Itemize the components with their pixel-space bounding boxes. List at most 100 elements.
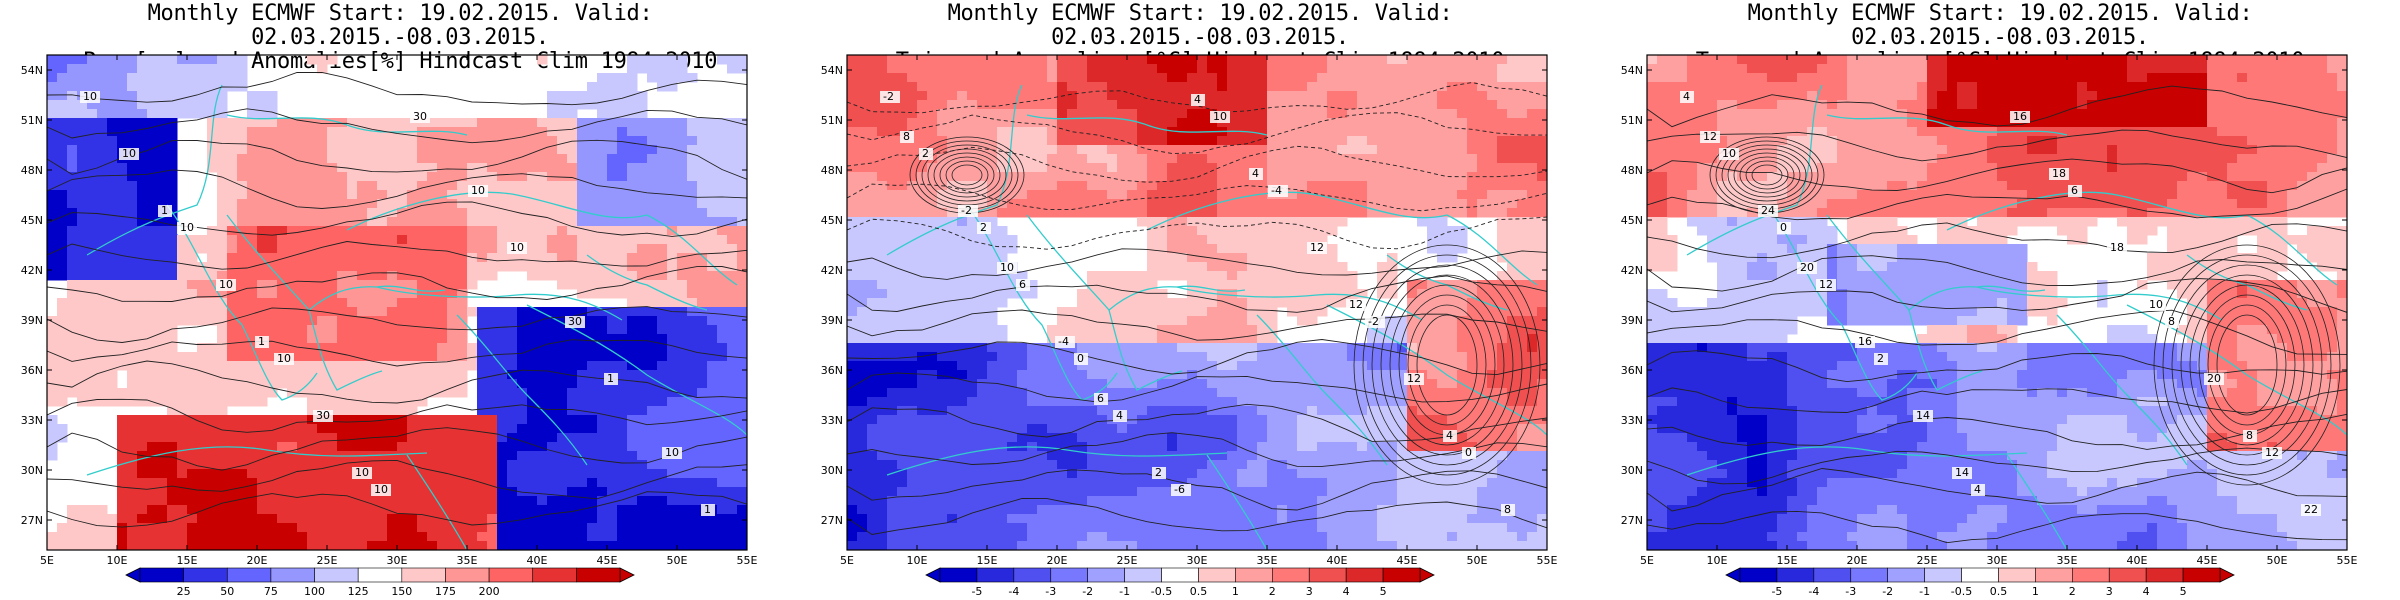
tmax-panel: Monthly ECMWF Start: 19.02.2015. Valid: …: [1600, 0, 2400, 600]
colorbar-label: 5: [1380, 585, 1387, 598]
lat-tick-label: 27N: [21, 514, 43, 527]
lon-tick-label: 45E: [2197, 554, 2218, 567]
colorbar-label: -5: [1771, 585, 1782, 598]
colorbar-label: -3: [1845, 585, 1856, 598]
lon-tick-label: 50E: [2267, 554, 2288, 567]
colorbar: 25 50 75 100 125 150 175 200: [125, 567, 635, 598]
colorbar-swatch: [1124, 567, 1162, 583]
contour-label: 12: [2265, 446, 2279, 459]
lon-tick-label: 30E: [1987, 554, 2008, 567]
lon-tick-label: 20E: [247, 554, 268, 567]
lon-tick-label: 15E: [977, 554, 998, 567]
lon-tick-label: 30E: [387, 554, 408, 567]
lon-tick-label: 35E: [457, 554, 478, 567]
tmin-map: -220-6-4-202641012128-2-4241248106454N51…: [821, 54, 1558, 598]
lat-tick-label: 30N: [821, 464, 843, 477]
contour-label: 1: [704, 503, 711, 516]
contour-label: 10: [1722, 147, 1736, 160]
lon-tick-label: 15E: [177, 554, 198, 567]
colorbar-swatch: [1198, 567, 1236, 583]
colorbar-label: 0.5: [1990, 585, 2008, 598]
contour-label: 10: [374, 483, 388, 496]
lon-tick-label: 20E: [1047, 554, 1068, 567]
contour-label: 20: [2207, 372, 2221, 385]
contour-label: 0: [1780, 221, 1787, 234]
lat-tick-label: 27N: [1621, 514, 1643, 527]
lon-tick-label: 40E: [2127, 554, 2148, 567]
lon-tick-label: 25E: [1117, 554, 1138, 567]
tmin-panel: Monthly ECMWF Start: 19.02.2015. Valid: …: [800, 0, 1600, 600]
colorbar-label: -0.5: [1951, 585, 1972, 598]
colorbar-swatch: [2145, 567, 2184, 583]
colorbar-label: -2: [1082, 585, 1093, 598]
colorbar-label: 3: [2106, 585, 2113, 598]
colorbar-swatch: [976, 567, 1015, 583]
lat-tick-label: 48N: [1621, 164, 1643, 177]
lon-tick-label: 15E: [1777, 554, 1798, 567]
colorbar: -5 -4 -3 -2 -1 -0.5 0.5 1 2 3 4 5: [1725, 567, 2235, 598]
lon-tick-label: 25E: [317, 554, 338, 567]
colorbar-swatch: [1850, 567, 1888, 583]
lon-tick-label: 35E: [1257, 554, 1278, 567]
contour-label: -2: [961, 204, 972, 217]
contour-label: 1: [161, 204, 168, 217]
contour-label: 6: [1019, 278, 1026, 291]
colorbar-label: 4: [1343, 585, 1350, 598]
colorbar-label: 4: [2143, 585, 2150, 598]
lon-tick-label: 50E: [1467, 554, 1488, 567]
colorbar-swatch: [1308, 567, 1347, 583]
lat-tick-label: 33N: [1621, 414, 1643, 427]
contour-label: 12: [1407, 372, 1421, 385]
contour-label: 4: [1116, 409, 1123, 422]
colorbar-label: 200: [479, 585, 500, 598]
contour-label: 4: [1974, 483, 1981, 496]
lat-tick-label: 42N: [1621, 264, 1643, 277]
colorbar-swatch: [488, 567, 534, 583]
colorbar-swatch: [270, 567, 315, 583]
lat-tick-label: 30N: [21, 464, 43, 477]
colorbar-swatch: [1345, 567, 1384, 583]
contour-label: 18: [2052, 167, 2066, 180]
colorbar-swatch: [1235, 567, 1273, 583]
lon-tick-label: 5E: [840, 554, 854, 567]
colorbar-swatch: [1924, 567, 1962, 583]
colorbar-label: 50: [220, 585, 234, 598]
lat-tick-label: 36N: [1621, 364, 1643, 377]
lon-tick-label: 10E: [107, 554, 128, 567]
contour-label: 4: [1252, 167, 1259, 180]
lon-tick-label: 30E: [1187, 554, 1208, 567]
contour-label: -2: [1368, 315, 1379, 328]
contour-label: 8: [2246, 429, 2253, 442]
colorbar-swatch: [1087, 567, 1125, 583]
lat-tick-label: 54N: [1621, 64, 1643, 77]
lat-tick-label: 30N: [1621, 464, 1643, 477]
anomaly-field: [847, 55, 1547, 550]
colorbar-label: 175: [435, 585, 456, 598]
tmax-title-line1: Monthly ECMWF Start: 19.02.2015. Valid: …: [1747, 1, 2253, 50]
colorbar-swatch: [2108, 567, 2147, 583]
precip-map: 10 10 10 10 10 30 10 10 10 30 30 10 1 1 1 1 10 54N 51N 48N 4…: [21, 54, 758, 598]
colorbar-label: 100: [304, 585, 325, 598]
lon-tick-label: 45E: [597, 554, 618, 567]
lat-tick-label: 39N: [1621, 314, 1643, 327]
lon-tick-label: 45E: [1397, 554, 1418, 567]
lat-tick-label: 54N: [821, 64, 843, 77]
contour-label: 2: [922, 147, 929, 160]
contour-label: -6: [1174, 483, 1185, 496]
contour-label: 8: [1504, 503, 1511, 516]
contour-label: 30: [316, 409, 330, 422]
lat-tick-label: 36N: [821, 364, 843, 377]
lon-tick-label: 10E: [1707, 554, 1728, 567]
contour-label: 1: [258, 335, 265, 348]
contour-label: 10: [219, 278, 233, 291]
lat-tick-label: 51N: [21, 114, 43, 127]
lon-tick-label: 40E: [527, 554, 548, 567]
lat-tick-label: 33N: [21, 414, 43, 427]
contour-label: 14: [1916, 409, 1930, 422]
lat-tick-label: 39N: [21, 314, 43, 327]
lon-tick-label: 35E: [2057, 554, 2078, 567]
lat-tick-label: 48N: [821, 164, 843, 177]
lat-tick-label: 45N: [821, 214, 843, 227]
lon-tick-label: 55E: [737, 554, 758, 567]
contour-label: 6: [2071, 184, 2078, 197]
